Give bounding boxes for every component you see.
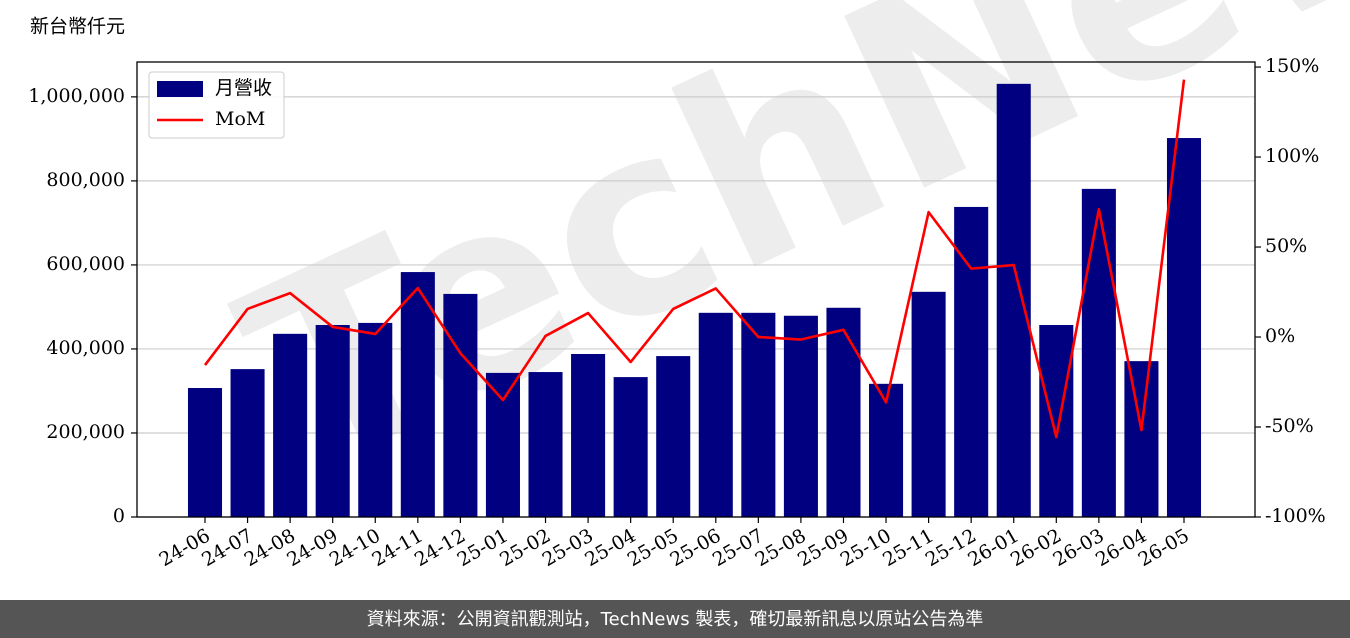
bar <box>187 388 223 517</box>
bar <box>656 356 691 517</box>
bar <box>400 272 435 517</box>
legend-swatch <box>157 81 203 97</box>
plot-frame <box>136 61 1256 518</box>
y2-tick-label: 150% <box>1265 55 1319 77</box>
footer-band <box>0 600 1350 638</box>
bar <box>443 293 478 517</box>
y-tick-label: 600,000 <box>46 253 125 275</box>
bar <box>1081 188 1116 518</box>
y2-tick-label: 0% <box>1265 325 1295 347</box>
bar <box>869 383 904 517</box>
bar <box>528 372 563 517</box>
legend-label: MoM <box>215 108 265 130</box>
bar <box>571 353 606 517</box>
bar <box>230 369 265 517</box>
bar <box>273 333 308 517</box>
y-tick-label: 0 <box>113 505 125 527</box>
bar <box>485 372 520 517</box>
y-tick-label: 400,000 <box>46 337 125 359</box>
mom-line <box>203 79 1186 439</box>
y-tick-label: 1,000,000 <box>28 85 125 107</box>
bar <box>1039 325 1074 517</box>
bar <box>1124 361 1159 517</box>
bar <box>996 83 1031 517</box>
y-tick-label: 200,000 <box>46 421 125 443</box>
bar <box>315 325 350 517</box>
y2-tick-label: -50% <box>1265 415 1314 437</box>
y2-tick-label: 100% <box>1265 145 1319 167</box>
footer: 資料來源：公開資訊觀測站，TechNews 製表，確切最新訊息以原站公告為準 <box>367 609 984 630</box>
bar <box>911 291 946 517</box>
y-tick-label: 800,000 <box>46 169 125 191</box>
bar <box>783 315 818 517</box>
bar <box>741 312 776 517</box>
y2-tick-label: -100% <box>1265 505 1326 527</box>
bar <box>1166 138 1202 517</box>
y-axis-label: 新台幣仟元 <box>30 16 125 38</box>
legend-label: 月營收 <box>215 77 272 99</box>
bar <box>698 312 733 517</box>
bar <box>826 307 861 517</box>
bar <box>954 206 989 518</box>
bar <box>613 377 648 517</box>
y2-tick-label: 50% <box>1265 235 1307 257</box>
bar <box>358 322 393 517</box>
